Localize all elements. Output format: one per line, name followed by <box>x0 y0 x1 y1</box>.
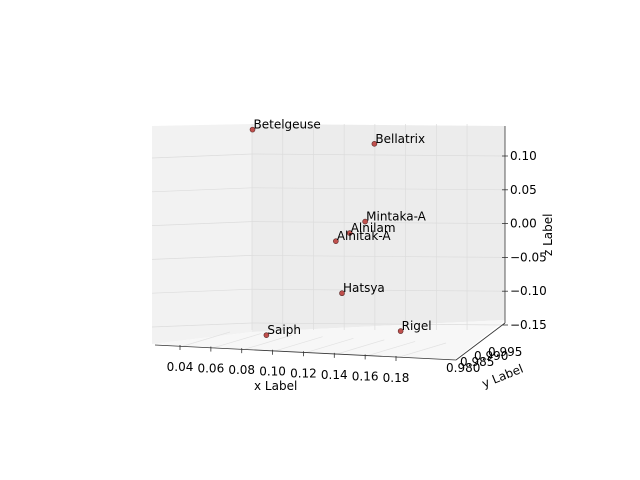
data-point: Bellatrix <box>371 132 425 147</box>
grid-line-z-left <box>151 255 253 260</box>
grid-line-z <box>251 255 506 258</box>
data-point: Saiph <box>263 323 301 338</box>
grid <box>151 124 506 359</box>
z-tick-label: −0.15 <box>510 318 547 332</box>
grid-line-z <box>251 153 506 157</box>
grid-line-floor <box>365 341 416 357</box>
point-marker <box>371 141 378 147</box>
point-label: Alnitak-A <box>337 229 392 243</box>
x-tick-label: 0.18 <box>383 371 410 385</box>
x-tick-label: 0.06 <box>197 362 224 376</box>
grid-line-floor <box>210 333 261 349</box>
grid-line-z <box>251 288 506 292</box>
data-point: Hatsya <box>339 281 385 297</box>
z-ticks: 0.10 0.05 0.00 −0.05 −0.10 −0.15 <box>502 149 547 332</box>
point-label: Mintaka-A <box>366 210 427 224</box>
grid-line-z <box>251 221 506 224</box>
x-axis-line <box>154 344 457 361</box>
z-axis-label: z Label <box>541 214 555 257</box>
grid-line-floor <box>179 331 231 348</box>
x-axis-label: x Label <box>254 379 297 393</box>
x-tick-label: 0.04 <box>167 360 194 374</box>
x-tick-label: 0.12 <box>290 366 317 380</box>
z-tick-label: 0.10 <box>510 149 537 163</box>
grid-line-z <box>251 187 506 191</box>
z-tick-label: −0.10 <box>510 284 547 298</box>
grid-line-z <box>251 322 506 326</box>
x-tick-label: 0.08 <box>228 363 255 377</box>
grid-line-floor <box>395 342 447 359</box>
point-label: Hatsya <box>343 281 385 295</box>
grid-line-floor <box>241 334 292 351</box>
back-pane <box>252 124 505 332</box>
data-points: Betelgeuse Bellatrix Mintaka-AAlnilamAlnit… <box>249 118 432 338</box>
point-marker <box>249 126 256 133</box>
grid-line-z-left <box>151 288 253 294</box>
grid-line-z-left <box>151 187 253 193</box>
point-label: Bellatrix <box>375 132 425 146</box>
point-label: Betelgeuse <box>254 118 321 132</box>
point-marker <box>339 290 345 297</box>
data-point: Alnitak-A <box>333 229 391 244</box>
point-label: Rigel <box>402 319 432 333</box>
point-marker <box>333 238 339 244</box>
grid-line-floor <box>272 336 323 353</box>
x-tick-label: 0.14 <box>321 368 348 382</box>
x-ticks: 0.04 0.06 0.08 0.10 0.12 0.14 0.16 0.18 <box>167 345 410 385</box>
grid-line-z-left <box>151 322 253 328</box>
point-label: Saiph <box>267 323 301 337</box>
y-tick-label: 0.990 <box>474 349 508 363</box>
point-label: Alnilam <box>351 221 396 235</box>
point-marker <box>346 230 353 236</box>
y-tick-label: 0.980 <box>446 361 480 375</box>
z-tick-label: 0.05 <box>510 183 537 197</box>
axes <box>154 126 506 361</box>
point-marker <box>362 218 368 225</box>
left-pane <box>152 124 252 344</box>
floor-pane <box>152 320 505 360</box>
y-tick-label: 0.985 <box>460 355 494 369</box>
data-point: Rigel <box>397 319 432 334</box>
point-marker <box>397 328 404 334</box>
grid-line-z-left <box>151 153 253 159</box>
grid-line-z-left <box>151 221 253 226</box>
data-point: Alnilam <box>346 221 396 236</box>
x-tick-label: 0.10 <box>259 365 286 379</box>
grid-line-floor <box>334 339 385 356</box>
y-axis-line <box>455 322 506 361</box>
point-marker <box>263 332 270 338</box>
z-tick-label: −0.05 <box>510 250 547 264</box>
z-tick-label: 0.00 <box>510 217 537 231</box>
grid-line-floor <box>303 337 354 354</box>
y-tick-label: 0.995 <box>488 345 522 359</box>
data-point: Betelgeuse <box>249 118 321 133</box>
x-tick-label: 0.16 <box>352 369 379 383</box>
data-point: Mintaka-A <box>362 210 427 225</box>
